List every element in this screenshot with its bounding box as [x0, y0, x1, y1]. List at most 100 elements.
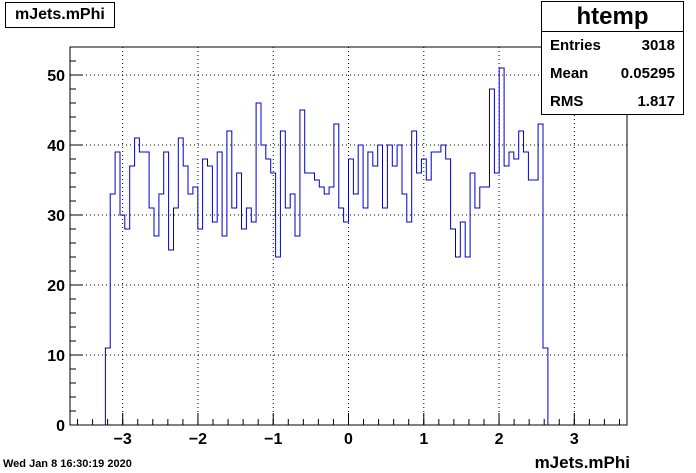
histogram-bin [256, 103, 261, 425]
histogram-bin [451, 229, 456, 425]
stats-box: htemp Entries 3018 Mean 0.05295 RMS 1.81… [541, 1, 684, 115]
histogram-bin [242, 229, 247, 425]
x-tick-label: 3 [570, 431, 579, 448]
stats-value: 3018 [641, 37, 675, 54]
histogram-series [104, 67, 549, 425]
histogram-bin [397, 145, 402, 425]
histogram-bin [285, 208, 290, 425]
histogram-bin [519, 131, 524, 425]
histogram-bin [490, 89, 495, 425]
histogram-bin [402, 194, 407, 425]
histogram-bin [426, 180, 431, 425]
stats-title: htemp [542, 2, 683, 32]
stats-value: 1.817 [637, 93, 675, 110]
histogram-bin [465, 257, 470, 425]
histogram-bin [329, 187, 334, 425]
histogram-bin [339, 208, 344, 425]
histogram-bin [261, 145, 266, 425]
histogram-bin [504, 166, 509, 425]
histogram-bin [349, 159, 354, 425]
chart-title-box: mJets.mPhi [5, 2, 115, 28]
histogram-bin [222, 236, 227, 425]
histogram-bin [528, 180, 533, 425]
histogram-bin [412, 131, 417, 425]
x-axis-title: mJets.mPhi [534, 453, 630, 472]
histogram-bin [538, 124, 543, 425]
histogram-bin [159, 194, 164, 425]
histogram-bin [198, 229, 203, 425]
histogram-bin [178, 138, 183, 425]
stats-label: Entries [550, 37, 601, 54]
histogram-bin [441, 145, 446, 425]
histogram-bin [314, 180, 319, 425]
histogram-bin [383, 208, 388, 425]
histogram-bin [266, 159, 271, 425]
y-tick-label: 30 [47, 208, 65, 225]
histogram-bin [533, 180, 538, 425]
histogram-bins [105, 68, 547, 425]
histogram-bin [227, 131, 232, 425]
histogram-bin [334, 124, 339, 425]
histogram-bin [246, 208, 251, 425]
stats-row-mean: Mean 0.05295 [542, 60, 683, 88]
histogram-bin [135, 138, 140, 425]
histogram-bin [475, 208, 480, 425]
chart-title: mJets.mPhi [15, 6, 105, 23]
histogram-bin [446, 159, 451, 425]
histogram-bin [480, 187, 485, 425]
histogram-bin [436, 152, 441, 425]
histogram-bin [169, 250, 174, 425]
histogram-bin [344, 222, 349, 425]
histogram-bin [237, 173, 242, 425]
histogram-bin [207, 166, 212, 425]
histogram-bin [251, 222, 256, 425]
x-tick-label: 2 [495, 431, 504, 448]
histogram-bin [203, 159, 208, 425]
x-tick-label: −2 [189, 431, 207, 448]
histogram-bin [460, 222, 465, 425]
histogram-bin [373, 166, 378, 425]
histogram-bin [295, 236, 300, 425]
histogram-bin [290, 194, 295, 425]
histogram-bin [154, 236, 159, 425]
histogram-bin [149, 208, 154, 425]
histogram-bin [499, 68, 504, 425]
histogram-bin [139, 152, 144, 425]
stats-label: RMS [550, 93, 584, 110]
histogram-bin [130, 166, 135, 425]
y-tick-label: 10 [47, 348, 65, 365]
histogram-bin [543, 348, 548, 425]
histogram-bin [455, 257, 460, 425]
stats-label: Mean [550, 65, 589, 82]
histogram-bin [193, 187, 198, 425]
histogram-bin [509, 152, 514, 425]
stats-value: 0.05295 [620, 65, 675, 82]
histogram-bin [232, 208, 237, 425]
histogram-bin [353, 194, 358, 425]
histogram-bin [276, 257, 281, 425]
histogram-bin [407, 222, 412, 425]
histogram-bin [212, 222, 217, 425]
histogram-bin [115, 152, 120, 425]
histogram-bin [431, 152, 436, 425]
stats-row-entries: Entries 3018 [542, 32, 683, 60]
histogram-bin [387, 145, 392, 425]
x-tick-label: 0 [344, 431, 353, 448]
chart-grid [70, 47, 627, 425]
histogram-bin [105, 348, 110, 425]
histogram-bin [300, 110, 305, 425]
x-axis: −3 −2 −1 0 1 2 3 [77, 413, 620, 448]
histogram-bin [217, 152, 222, 425]
x-tick-label: −3 [114, 431, 132, 448]
histogram-bin [188, 194, 193, 425]
stats-row-rms: RMS 1.817 [542, 88, 683, 116]
histogram-bin [173, 208, 178, 425]
histogram-bin [305, 173, 310, 425]
histogram-bin [514, 159, 519, 425]
histogram-bin [280, 131, 285, 425]
histogram-bin [524, 152, 529, 425]
histogram-bin [310, 173, 315, 425]
histogram-bin [144, 152, 149, 425]
histogram-bin [494, 173, 499, 425]
